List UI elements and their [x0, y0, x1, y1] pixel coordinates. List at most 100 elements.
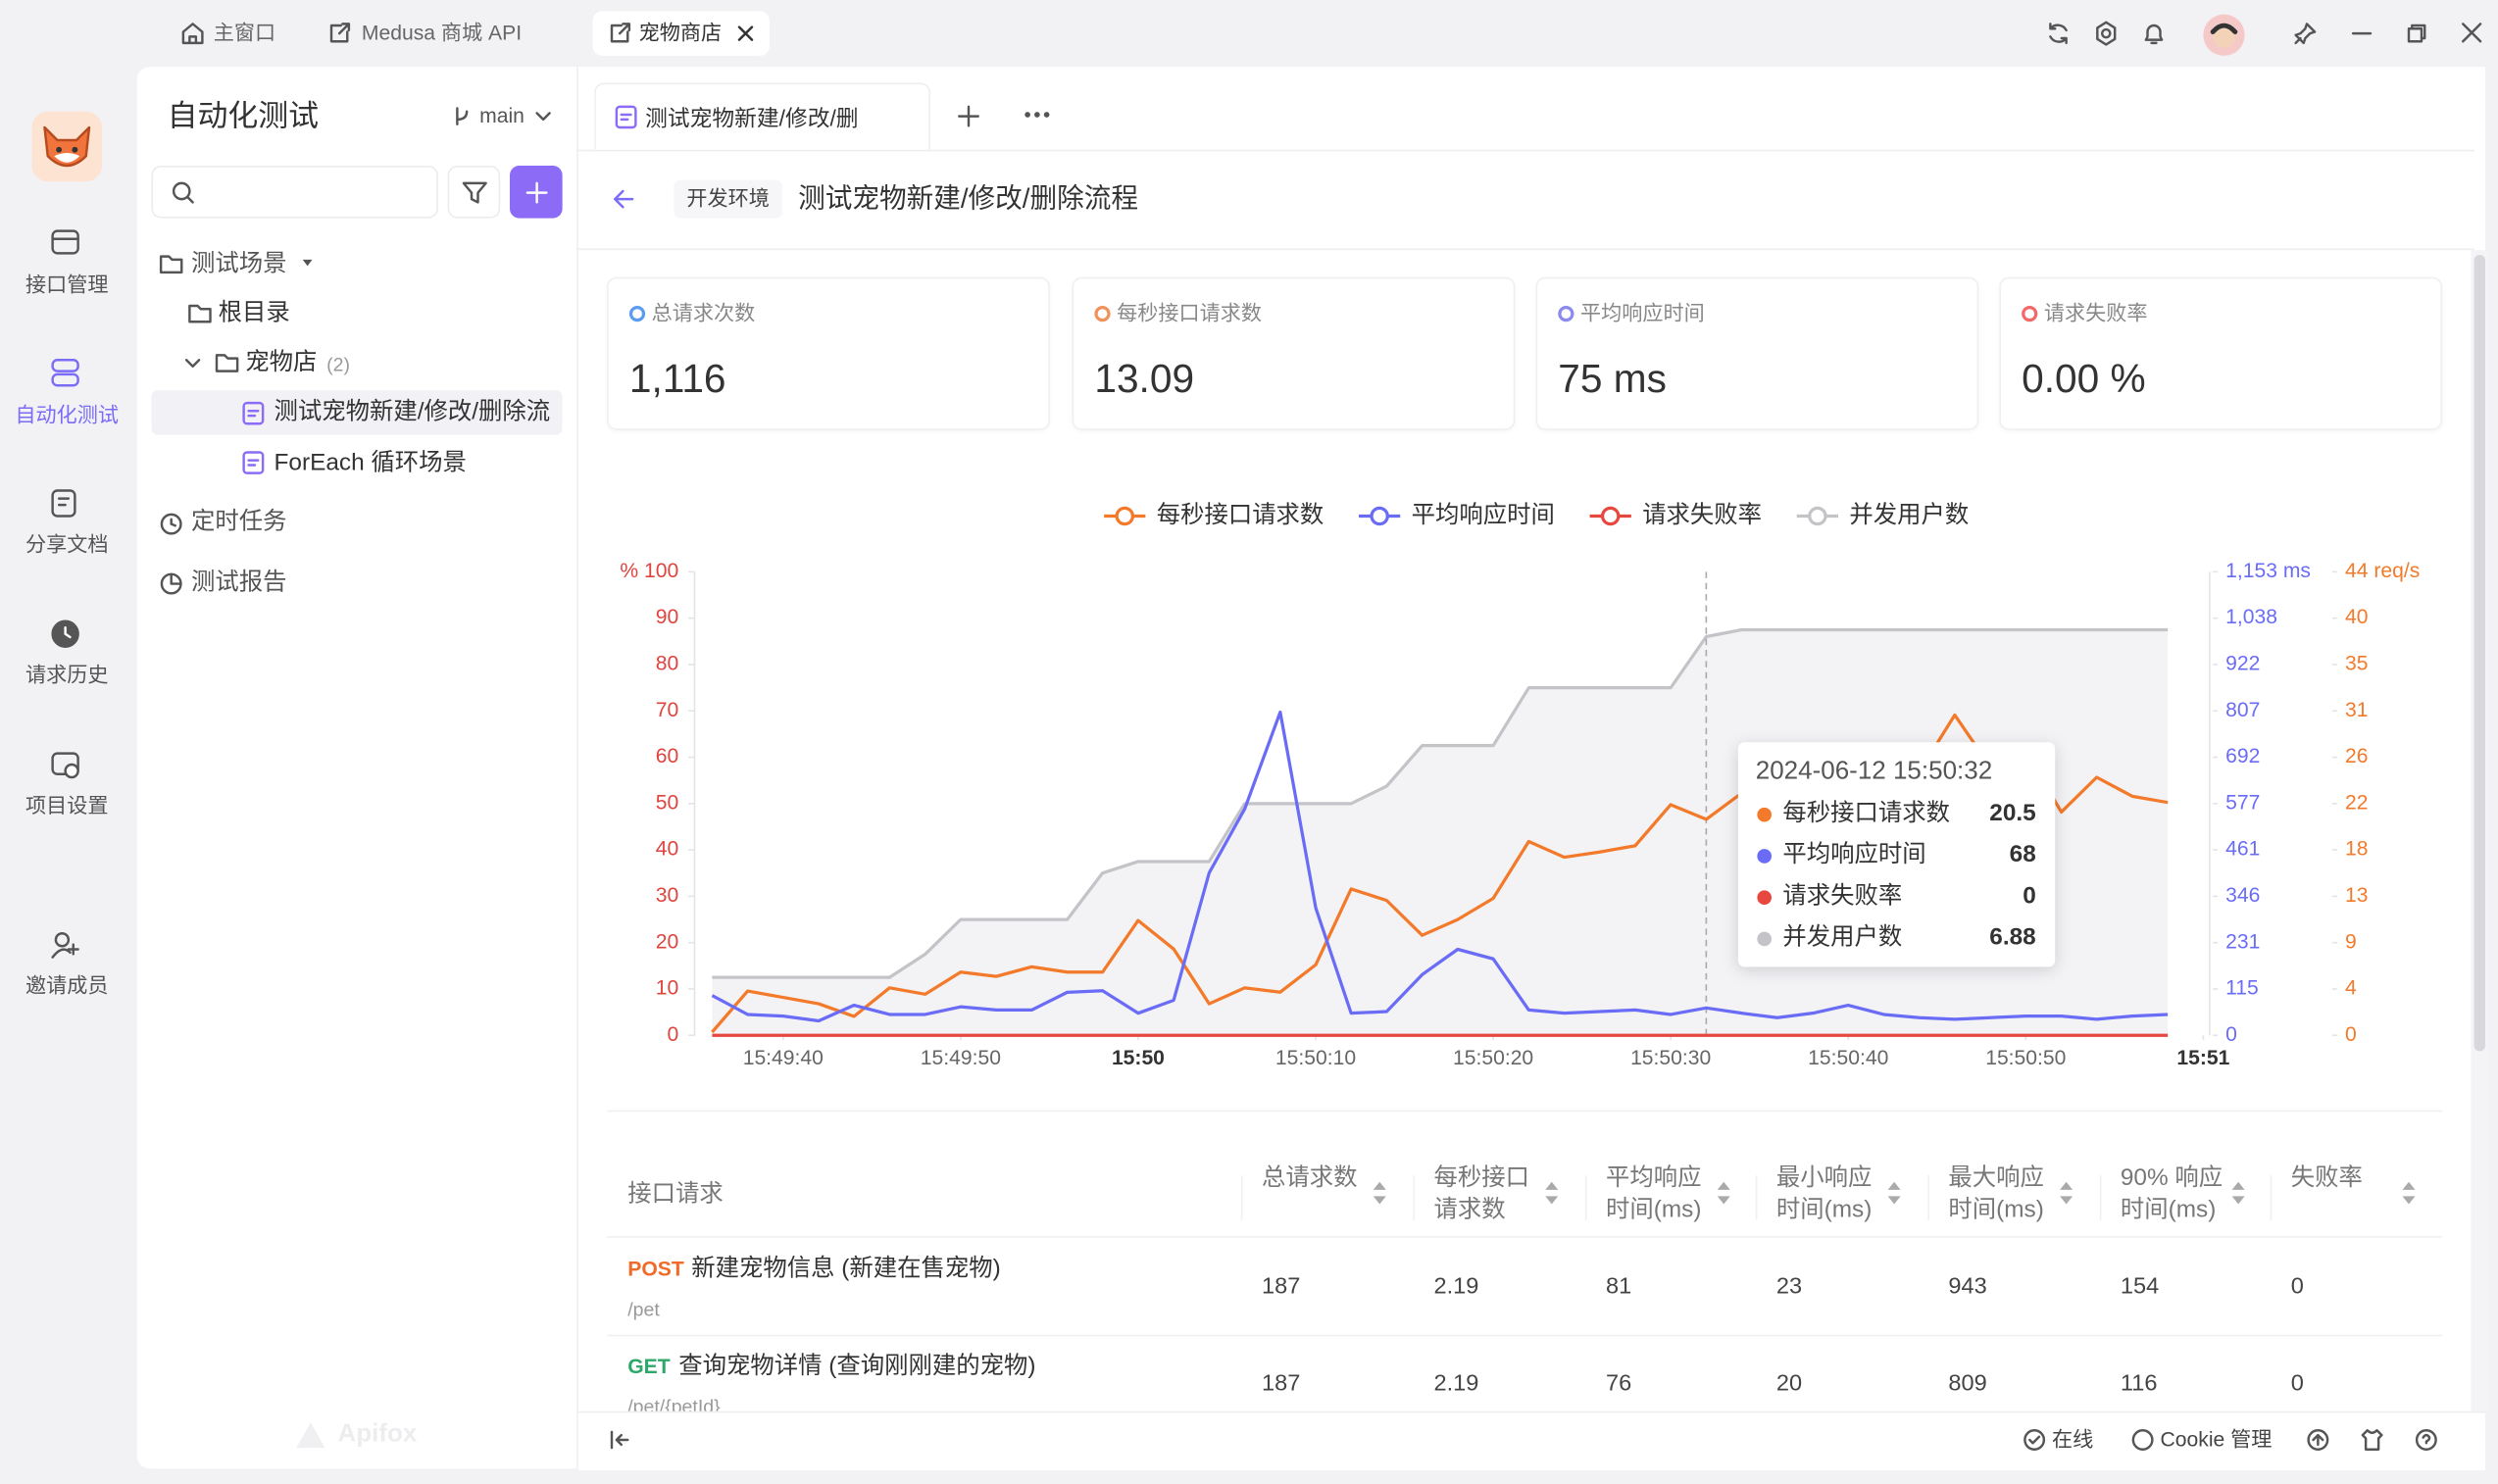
rail-icon[interactable] [51, 489, 79, 518]
column-header[interactable]: 每秒接口请求数 [1433, 1163, 1530, 1223]
endpoint-name[interactable]: 查询宠物详情 (查询刚刚建的宠物) [678, 1352, 1036, 1380]
bell-icon[interactable] [2141, 21, 2167, 46]
collapse[interactable] [609, 1429, 631, 1452]
sort-icon[interactable] [2231, 1196, 2245, 1205]
column-header[interactable]: 接口请求 [627, 1180, 724, 1208]
cell: 81 [1606, 1274, 1632, 1300]
icon-part [64, 626, 72, 639]
column-header[interactable]: 最大响应时间(ms) [1948, 1163, 2044, 1223]
x-tick-label: 15:50:10 [1275, 1047, 1356, 1069]
stat-value: 0.00 % [2022, 357, 2146, 402]
tick-label: 70 [656, 699, 678, 721]
sort-icon[interactable] [1545, 1196, 1559, 1205]
icon-part [2312, 1433, 2324, 1447]
column-header[interactable]: 失败率 [2290, 1163, 2363, 1192]
column-header[interactable]: 总请求数 [1262, 1163, 1358, 1192]
restore[interactable] [2404, 21, 2429, 46]
rail-icon[interactable] [51, 750, 79, 779]
icon-part [242, 401, 265, 425]
rail-item[interactable]: 项目设置 [25, 793, 109, 817]
avatar[interactable] [2203, 14, 2245, 56]
editor-tab[interactable] [594, 82, 930, 150]
online-status[interactable]: 在线 [2052, 1427, 2094, 1452]
rail-icon[interactable] [51, 619, 79, 648]
close-tab[interactable] [737, 25, 754, 41]
shirt-icon[interactable] [2361, 1429, 2383, 1452]
sort-icon[interactable] [2402, 1196, 2416, 1205]
editor-tab-label[interactable]: 测试宠物新建/修改/删 [645, 105, 859, 131]
tick-label: 0 [2225, 1023, 2237, 1046]
column-header[interactable]: 平均响应时间(ms) [1606, 1163, 1702, 1223]
tick-label: 13 [2345, 884, 2368, 907]
tree-item[interactable]: ForEach 循环场景 [274, 449, 467, 476]
sort-icon[interactable] [2231, 1181, 2245, 1190]
x-tick-label: 15:50 [1112, 1047, 1165, 1069]
sort-icon[interactable] [2060, 1196, 2073, 1205]
refresh-icon[interactable] [2046, 21, 2072, 46]
new-tab[interactable] [956, 104, 981, 129]
sort-icon[interactable] [1887, 1181, 1901, 1190]
sort-icon[interactable] [1887, 1196, 1901, 1205]
rail-icon[interactable] [51, 227, 79, 256]
sort-icon[interactable] [1373, 1181, 1386, 1190]
branch[interactable]: main [479, 103, 525, 127]
icon-part [51, 489, 76, 518]
sidebar-section[interactable]: 测试报告 [191, 569, 287, 596]
column-header[interactable]: 最小响应时间(ms) [1775, 1163, 1873, 1223]
project-logo[interactable] [31, 111, 103, 182]
sort-icon[interactable] [2060, 1181, 2073, 1190]
chevron[interactable] [184, 357, 201, 370]
env[interactable]: 开发环境 [686, 186, 770, 211]
tree-item[interactable]: 根目录 [218, 299, 290, 327]
icon-part [72, 146, 78, 153]
rail-item[interactable]: 分享文档 [25, 531, 109, 557]
tree-item-selected[interactable]: 测试宠物新建/修改/删除流 [274, 398, 551, 425]
selected-row[interactable] [151, 390, 563, 435]
filter-button[interactable] [447, 166, 501, 219]
more[interactable] [1024, 112, 1050, 119]
rail-item[interactable]: 邀请成员 [25, 972, 109, 998]
active-tab-bg[interactable] [592, 11, 770, 56]
tree-item[interactable]: 宠物店 [245, 348, 318, 376]
upload-icon[interactable] [2307, 1429, 2329, 1452]
divider [607, 1110, 2443, 1113]
sort-icon[interactable] [1545, 1181, 1559, 1190]
env-pill[interactable] [674, 179, 782, 219]
cookie-manager[interactable]: Cookie 管理 [2160, 1427, 2273, 1452]
scroll-thumb[interactable] [2473, 255, 2485, 1052]
endpoint-path: /pet [627, 1298, 660, 1321]
window-tab[interactable]: 主窗口 [213, 21, 276, 45]
icon-part [2415, 1429, 2437, 1451]
cell: 20 [1775, 1371, 1803, 1398]
window-tab[interactable]: Medusa 商城 API [361, 21, 523, 45]
search-input[interactable] [151, 166, 438, 219]
icon-part [57, 497, 71, 507]
sidebar-title: 自动化测试 [167, 100, 320, 134]
tab-icon [329, 23, 351, 43]
sort-icon[interactable] [2402, 1181, 2416, 1190]
column-header[interactable]: 90% 响应时间(ms) [2120, 1163, 2223, 1223]
clock-icon [160, 513, 182, 535]
close-window[interactable] [2460, 21, 2485, 46]
settings-icon[interactable] [2093, 21, 2119, 46]
help-icon[interactable] [2415, 1429, 2438, 1452]
rail-item[interactable]: 接口管理 [25, 272, 109, 297]
sort-icon[interactable] [1717, 1196, 1730, 1205]
back-button[interactable] [612, 188, 634, 211]
sidebar-section[interactable]: 定时任务 [191, 508, 287, 535]
endpoint-name[interactable]: 新建宠物信息 (新建在售宠物) [691, 1255, 1001, 1283]
rail-icon[interactable] [51, 930, 79, 959]
icon-part [535, 112, 551, 122]
tooltip-series: 并发用户数 [1782, 923, 1903, 952]
window-tab[interactable]: 宠物商店 [638, 21, 723, 45]
rail-icon[interactable] [51, 359, 79, 387]
rail-item-active[interactable]: 自动化测试 [15, 403, 120, 427]
minimize[interactable] [2350, 21, 2375, 46]
divider [576, 67, 578, 1469]
rail-item[interactable]: 请求历史 [25, 663, 109, 687]
pin-icon[interactable] [2292, 21, 2318, 46]
tree-root[interactable]: 测试场景 [191, 250, 287, 277]
sort-icon[interactable] [1717, 1181, 1730, 1190]
sort-icon[interactable] [1373, 1196, 1386, 1205]
legend-label: 平均响应时间 [1412, 502, 1555, 528]
